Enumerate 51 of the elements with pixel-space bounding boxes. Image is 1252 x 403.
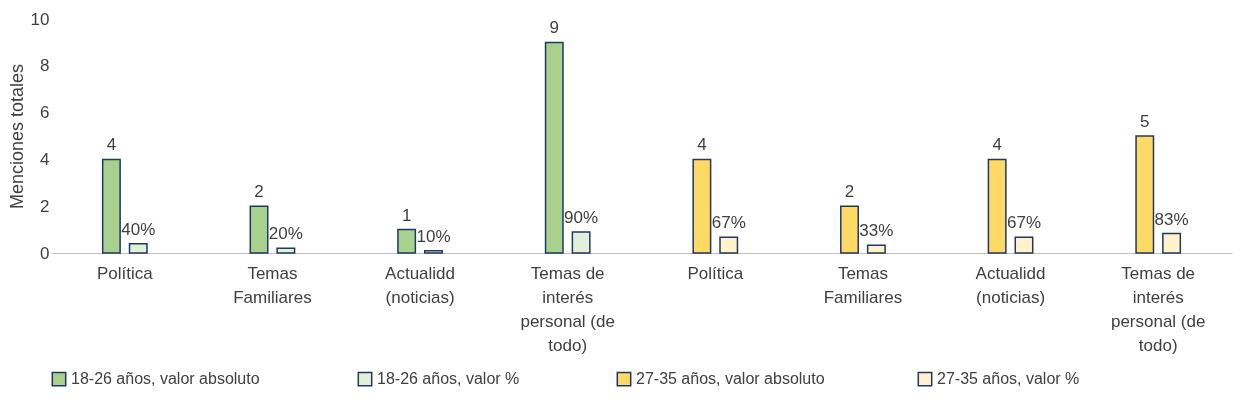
x-tick-label: Política (687, 263, 744, 283)
bar (987, 158, 1007, 254)
y-tick-label: 4 (40, 149, 50, 169)
bar (128, 242, 148, 254)
bar (249, 205, 269, 254)
data-label: 2 (844, 182, 855, 202)
legend-label: 27-35 años, valor absoluto (636, 370, 825, 388)
data-label: 2 (254, 182, 264, 202)
bar (840, 205, 859, 254)
data-label: 1 (401, 205, 412, 225)
x-tick-label: Temas de interés personal (de todo) (1110, 263, 1206, 355)
data-label: 67% (711, 213, 746, 233)
bar (1135, 135, 1155, 254)
data-label: 33% (859, 221, 894, 241)
legend-label: 18-26 años, valor absoluto (71, 370, 260, 388)
x-tick-label: Actualidd (noticias) (385, 263, 456, 307)
data-label: 90% (564, 207, 599, 227)
data-label: 5 (1140, 112, 1150, 131)
y-tick-label: 10 (30, 9, 50, 29)
data-label: 83% (1154, 209, 1189, 229)
data-label: 4 (992, 135, 1002, 155)
bar (424, 249, 443, 254)
y-tick-label: 8 (40, 56, 50, 76)
data-label: 20% (268, 224, 303, 244)
x-tick-label: Política (96, 263, 154, 283)
bar (397, 228, 417, 254)
x-tick-label: Temas Familiares (823, 263, 903, 307)
bar (719, 236, 739, 254)
bar (866, 244, 886, 254)
bar (1162, 232, 1182, 254)
data-label: 40% (121, 219, 156, 239)
bar (544, 41, 564, 254)
data-label: 4 (697, 135, 707, 155)
bar (692, 158, 712, 254)
bar (1014, 236, 1034, 254)
y-axis-title: Menciones totales (6, 63, 27, 210)
legend-label: 18-26 años, valor % (377, 370, 520, 388)
bar (276, 247, 296, 254)
legend-label: 27-35 años, valor % (937, 370, 1080, 388)
x-tick-label: Actualidd (noticias) (975, 263, 1046, 307)
bar (571, 231, 591, 254)
bar (101, 158, 121, 254)
y-tick-label: 2 (40, 196, 50, 216)
data-label: 4 (106, 135, 117, 155)
x-tick-label: Temas Familiares (233, 263, 312, 307)
y-tick-label: 0 (40, 243, 50, 263)
data-label: 67% (1006, 213, 1041, 233)
x-tick-label: Temas de interés personal (de todo) (520, 263, 615, 355)
data-label: 9 (549, 18, 559, 38)
data-label: 10% (416, 226, 451, 246)
y-tick-label: 6 (40, 103, 50, 123)
